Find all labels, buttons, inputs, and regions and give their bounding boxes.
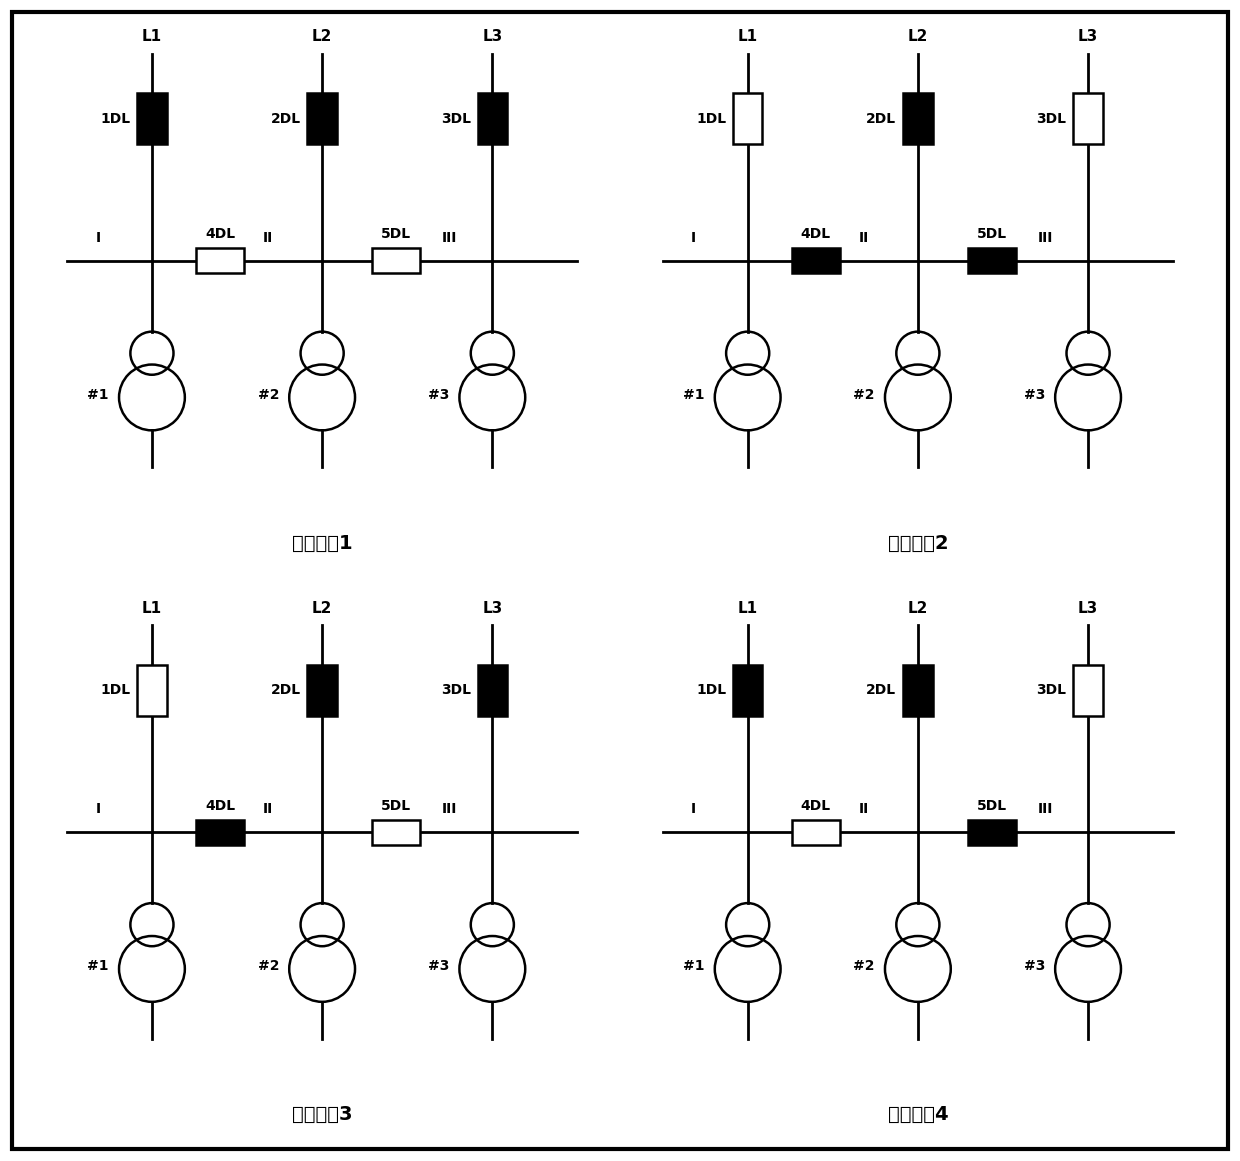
Text: 3DL: 3DL bbox=[1037, 111, 1066, 125]
Text: #1: #1 bbox=[683, 388, 704, 402]
Text: #2: #2 bbox=[258, 388, 279, 402]
Bar bbox=[308, 665, 337, 716]
Text: 2DL: 2DL bbox=[867, 111, 897, 125]
Text: L3: L3 bbox=[1078, 29, 1099, 44]
Bar bbox=[196, 820, 244, 845]
Text: L3: L3 bbox=[482, 600, 502, 615]
Bar bbox=[138, 93, 166, 144]
Bar bbox=[196, 248, 244, 273]
Text: 1DL: 1DL bbox=[696, 111, 727, 125]
Text: III: III bbox=[443, 231, 458, 245]
Bar bbox=[372, 248, 420, 273]
Text: #1: #1 bbox=[87, 388, 109, 402]
Text: III: III bbox=[1038, 802, 1053, 816]
Text: 5DL: 5DL bbox=[977, 799, 1007, 813]
Text: 5DL: 5DL bbox=[381, 799, 410, 813]
Bar bbox=[1074, 93, 1102, 144]
Bar bbox=[967, 820, 1016, 845]
Text: I: I bbox=[95, 802, 100, 816]
Text: 2DL: 2DL bbox=[270, 684, 300, 698]
Text: 4DL: 4DL bbox=[205, 228, 236, 241]
Text: 运行方式3: 运行方式3 bbox=[291, 1105, 352, 1124]
Text: 1DL: 1DL bbox=[696, 684, 727, 698]
Text: II: II bbox=[263, 231, 273, 245]
Text: L2: L2 bbox=[908, 600, 928, 615]
Text: #3: #3 bbox=[1023, 959, 1045, 973]
Text: 3DL: 3DL bbox=[440, 684, 471, 698]
Text: 4DL: 4DL bbox=[801, 228, 831, 241]
Text: 运行方式1: 运行方式1 bbox=[291, 534, 352, 553]
Text: I: I bbox=[95, 231, 100, 245]
Text: 3DL: 3DL bbox=[1037, 684, 1066, 698]
Text: 运行方式2: 运行方式2 bbox=[888, 534, 949, 553]
Bar bbox=[372, 820, 420, 845]
Bar bbox=[967, 248, 1016, 273]
Text: I: I bbox=[691, 231, 697, 245]
Text: L3: L3 bbox=[1078, 600, 1099, 615]
Text: #2: #2 bbox=[853, 959, 874, 973]
Text: L1: L1 bbox=[141, 29, 162, 44]
Text: 3DL: 3DL bbox=[440, 111, 471, 125]
Text: I: I bbox=[691, 802, 697, 816]
Text: L2: L2 bbox=[312, 600, 332, 615]
Text: L2: L2 bbox=[908, 29, 928, 44]
Text: II: II bbox=[263, 802, 273, 816]
Text: L2: L2 bbox=[312, 29, 332, 44]
Bar bbox=[733, 665, 763, 716]
Text: L1: L1 bbox=[738, 600, 758, 615]
Text: III: III bbox=[443, 802, 458, 816]
Text: #3: #3 bbox=[428, 959, 449, 973]
Bar bbox=[477, 93, 507, 144]
Text: 2DL: 2DL bbox=[270, 111, 300, 125]
Bar bbox=[791, 820, 839, 845]
Bar bbox=[308, 93, 337, 144]
Text: #1: #1 bbox=[683, 959, 704, 973]
Bar bbox=[733, 93, 763, 144]
Text: 5DL: 5DL bbox=[381, 228, 410, 241]
Text: #3: #3 bbox=[1023, 388, 1045, 402]
Text: 5DL: 5DL bbox=[977, 228, 1007, 241]
Text: #2: #2 bbox=[853, 388, 874, 402]
Bar bbox=[903, 665, 932, 716]
Text: III: III bbox=[1038, 231, 1053, 245]
Bar bbox=[903, 93, 932, 144]
Bar bbox=[477, 665, 507, 716]
Text: 2DL: 2DL bbox=[867, 684, 897, 698]
Text: 1DL: 1DL bbox=[100, 111, 130, 125]
Text: #3: #3 bbox=[428, 388, 449, 402]
Text: L1: L1 bbox=[141, 600, 162, 615]
Text: L3: L3 bbox=[482, 29, 502, 44]
Text: 4DL: 4DL bbox=[205, 799, 236, 813]
Bar bbox=[791, 248, 839, 273]
Text: L1: L1 bbox=[738, 29, 758, 44]
Text: 运行方式4: 运行方式4 bbox=[888, 1105, 949, 1124]
Text: 4DL: 4DL bbox=[801, 799, 831, 813]
Text: #2: #2 bbox=[258, 959, 279, 973]
Bar bbox=[138, 665, 166, 716]
Text: #1: #1 bbox=[87, 959, 109, 973]
Bar bbox=[1074, 665, 1102, 716]
Text: 1DL: 1DL bbox=[100, 684, 130, 698]
Text: II: II bbox=[859, 231, 869, 245]
Text: II: II bbox=[859, 802, 869, 816]
